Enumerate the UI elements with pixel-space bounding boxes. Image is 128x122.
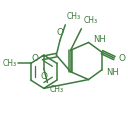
Text: CH₃: CH₃ xyxy=(84,16,98,25)
Text: O: O xyxy=(119,54,126,63)
Text: CH₃: CH₃ xyxy=(49,85,63,94)
Text: O: O xyxy=(56,28,63,37)
Text: NH: NH xyxy=(93,35,106,44)
Text: CH₃: CH₃ xyxy=(67,12,81,21)
Text: O: O xyxy=(31,54,39,63)
Text: O: O xyxy=(40,72,47,81)
Text: NH: NH xyxy=(106,68,119,77)
Text: CH₃: CH₃ xyxy=(2,59,16,68)
